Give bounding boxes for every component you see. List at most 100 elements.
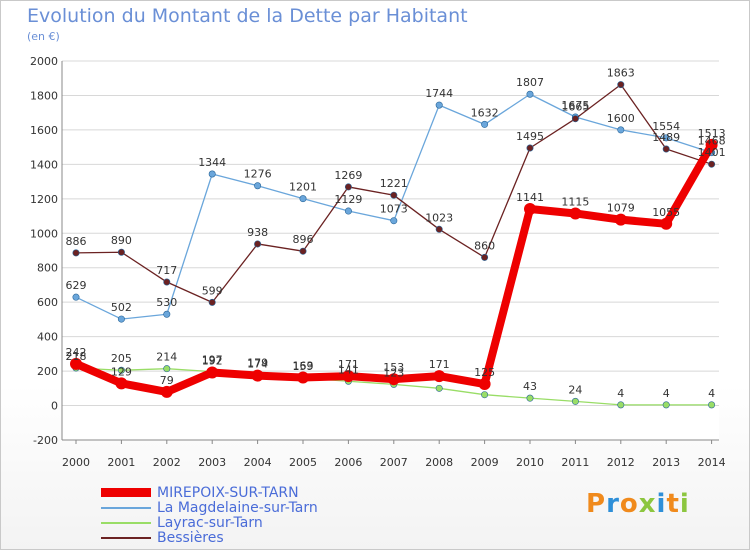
x-tick-label: 2004 — [244, 456, 272, 469]
data-label: 4 — [617, 387, 624, 400]
data-label: 1221 — [380, 177, 408, 190]
data-label: 129 — [111, 365, 132, 378]
x-tick-label: 2014 — [698, 456, 726, 469]
data-point — [163, 310, 171, 318]
y-tick-label: 1800 — [30, 89, 58, 102]
data-label: 717 — [156, 264, 177, 277]
data-point — [254, 182, 262, 190]
data-point — [344, 183, 352, 191]
data-label: 1632 — [471, 106, 499, 119]
data-label: 890 — [111, 234, 132, 247]
x-tick-label: 2007 — [380, 456, 408, 469]
data-point — [481, 253, 489, 261]
data-label: 141 — [338, 363, 359, 376]
data-point — [617, 401, 625, 409]
data-label: 1807 — [516, 76, 544, 89]
data-label: 1276 — [244, 168, 272, 181]
data-point — [571, 115, 579, 123]
y-tick-label: -200 — [33, 434, 58, 447]
data-label: 242 — [66, 346, 87, 359]
data-point — [617, 126, 625, 134]
logo-letter: t — [666, 489, 680, 519]
data-point — [390, 217, 398, 225]
logo-letter: i — [679, 489, 690, 519]
legend: MIREPOIX-SUR-TARN La Magdelaine-sur-Tarn… — [101, 484, 318, 546]
data-label: 1554 — [652, 120, 680, 133]
data-label: 1468 — [698, 135, 726, 148]
data-point — [705, 138, 718, 151]
data-label: 886 — [66, 235, 87, 248]
data-point — [342, 370, 355, 383]
data-label: 1269 — [334, 169, 362, 182]
x-tick-label: 2000 — [62, 456, 90, 469]
x-tick-label: 2005 — [289, 456, 317, 469]
x-tick-label: 2012 — [607, 456, 635, 469]
data-point — [72, 249, 80, 257]
data-label: 153 — [383, 361, 404, 374]
data-point — [435, 225, 443, 233]
y-tick-label: 200 — [37, 365, 58, 378]
data-point — [344, 207, 352, 215]
legend-item-layrac: Layrac-sur-Tarn — [101, 514, 318, 531]
y-tick-label: 1600 — [30, 124, 58, 137]
y-tick-label: 600 — [37, 296, 58, 309]
data-label: 502 — [111, 301, 132, 314]
data-point — [478, 378, 491, 391]
x-tick-label: 2006 — [334, 456, 362, 469]
data-label: 1073 — [380, 203, 408, 216]
data-point — [569, 207, 582, 220]
logo-letter: x — [638, 489, 657, 519]
proxiti-logo: Proxiti — [586, 489, 690, 519]
x-tick-label: 2010 — [516, 456, 544, 469]
data-point — [481, 391, 489, 399]
y-tick-label: 1200 — [30, 193, 58, 206]
data-label: 125 — [474, 366, 495, 379]
legend-label-bessieres: Bessières — [157, 529, 224, 546]
x-tick-label: 2001 — [107, 456, 135, 469]
logo-letter: o — [619, 489, 639, 519]
legend-label-layrac: Layrac-sur-Tarn — [157, 514, 263, 531]
data-point — [662, 134, 670, 142]
data-label: 1129 — [334, 193, 362, 206]
data-point — [387, 373, 400, 386]
data-point — [297, 371, 309, 384]
data-point — [208, 170, 216, 178]
data-point — [614, 213, 627, 226]
data-label: 1023 — [425, 211, 453, 224]
data-point — [72, 293, 80, 301]
data-label: 1600 — [607, 112, 635, 125]
legend-label-mirepoix: MIREPOIX-SUR-TARN — [157, 484, 299, 501]
data-point — [662, 145, 670, 153]
data-label: 163 — [293, 359, 314, 372]
data-point — [617, 81, 625, 89]
data-point — [163, 365, 171, 373]
data-point — [433, 370, 446, 383]
data-label: 1344 — [198, 156, 226, 169]
data-point — [526, 394, 534, 402]
y-tick-label: 0 — [51, 400, 58, 413]
x-tick-label: 2008 — [425, 456, 453, 469]
data-point — [660, 217, 673, 230]
data-point — [251, 369, 264, 382]
data-label: 214 — [156, 351, 177, 364]
legend-swatch-mirepoix — [101, 488, 151, 497]
data-label: 1675 — [561, 99, 589, 112]
y-tick-label: 2000 — [30, 55, 58, 68]
data-label: 4 — [708, 387, 715, 400]
y-tick-label: 1000 — [30, 227, 58, 240]
data-label: 1513 — [698, 127, 726, 140]
data-label: 159 — [293, 360, 314, 373]
data-label: 1201 — [289, 181, 317, 194]
legend-item-bessieres: Bessières — [101, 529, 318, 546]
logo-letter: i — [656, 489, 667, 519]
data-point — [435, 384, 443, 392]
data-label: 179 — [247, 357, 268, 370]
data-label: 192 — [202, 354, 223, 367]
data-label: 79 — [160, 374, 174, 387]
data-point — [70, 357, 82, 370]
data-label: 24 — [568, 383, 582, 396]
data-label: 1141 — [516, 191, 544, 204]
data-label: 123 — [383, 366, 404, 379]
